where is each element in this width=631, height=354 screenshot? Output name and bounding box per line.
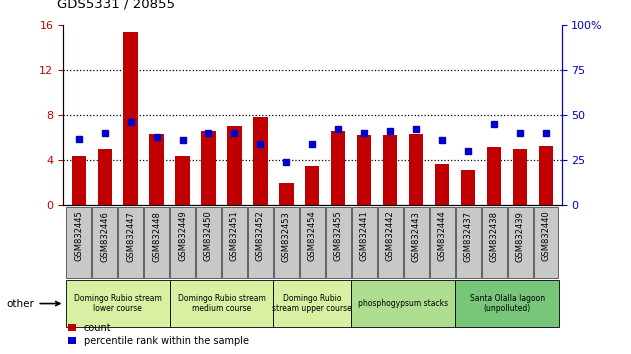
Bar: [539, 145, 553, 205]
Text: GSM832443: GSM832443: [411, 211, 421, 262]
Bar: [409, 134, 423, 205]
Bar: [92, 207, 117, 278]
Text: GSM832438: GSM832438: [490, 211, 498, 262]
Bar: [170, 207, 195, 278]
Bar: [66, 207, 91, 278]
Bar: [455, 280, 559, 327]
Text: GSM832439: GSM832439: [516, 211, 524, 262]
Bar: [66, 280, 170, 327]
Bar: [378, 207, 403, 278]
Bar: [118, 207, 143, 278]
Legend: count, percentile rank within the sample: count, percentile rank within the sample: [68, 323, 249, 346]
Text: GSM832441: GSM832441: [360, 211, 369, 261]
Text: GSM832450: GSM832450: [204, 211, 213, 261]
Text: GSM832445: GSM832445: [74, 211, 83, 261]
Bar: [227, 126, 242, 205]
Bar: [253, 117, 268, 205]
Bar: [150, 134, 163, 205]
Bar: [456, 207, 481, 278]
Text: Domingo Rubio stream
lower course: Domingo Rubio stream lower course: [74, 294, 162, 313]
Text: GSM832453: GSM832453: [282, 211, 291, 262]
Text: GSM832437: GSM832437: [464, 211, 473, 262]
Bar: [124, 32, 138, 205]
Text: GDS5331 / 20855: GDS5331 / 20855: [57, 0, 175, 11]
Bar: [280, 183, 293, 205]
Bar: [71, 156, 86, 205]
Bar: [461, 170, 475, 205]
Text: GSM832447: GSM832447: [126, 211, 135, 262]
Text: GSM832449: GSM832449: [178, 211, 187, 261]
Bar: [273, 280, 351, 327]
Bar: [326, 207, 351, 278]
Text: Domingo Rubio stream
medium course: Domingo Rubio stream medium course: [177, 294, 266, 313]
Bar: [144, 207, 169, 278]
Bar: [170, 280, 273, 327]
Bar: [507, 207, 533, 278]
Text: GSM832451: GSM832451: [230, 211, 239, 261]
Bar: [357, 135, 372, 205]
Bar: [222, 207, 247, 278]
Bar: [305, 166, 319, 205]
Bar: [404, 207, 428, 278]
Bar: [513, 149, 527, 205]
Text: GSM832442: GSM832442: [386, 211, 395, 261]
Bar: [274, 207, 299, 278]
Bar: [331, 131, 345, 205]
Text: GSM832454: GSM832454: [308, 211, 317, 261]
Bar: [196, 207, 221, 278]
Text: GSM832452: GSM832452: [256, 211, 265, 261]
Bar: [383, 135, 398, 205]
Bar: [351, 280, 455, 327]
Bar: [430, 207, 454, 278]
Text: GSM832448: GSM832448: [152, 211, 161, 262]
Text: GSM832440: GSM832440: [541, 211, 550, 261]
Text: Santa Olalla lagoon
(unpolluted): Santa Olalla lagoon (unpolluted): [469, 294, 545, 313]
Text: other: other: [7, 298, 60, 309]
Text: GSM832455: GSM832455: [334, 211, 343, 261]
Text: GSM832444: GSM832444: [438, 211, 447, 261]
Bar: [487, 147, 501, 205]
Bar: [534, 207, 558, 278]
Bar: [248, 207, 273, 278]
Bar: [435, 164, 449, 205]
Text: phosphogypsum stacks: phosphogypsum stacks: [358, 299, 448, 308]
Bar: [352, 207, 377, 278]
Bar: [481, 207, 507, 278]
Bar: [201, 131, 216, 205]
Bar: [300, 207, 325, 278]
Text: GSM832446: GSM832446: [100, 211, 109, 262]
Bar: [175, 156, 190, 205]
Text: Domingo Rubio
stream upper course: Domingo Rubio stream upper course: [273, 294, 352, 313]
Bar: [98, 149, 112, 205]
